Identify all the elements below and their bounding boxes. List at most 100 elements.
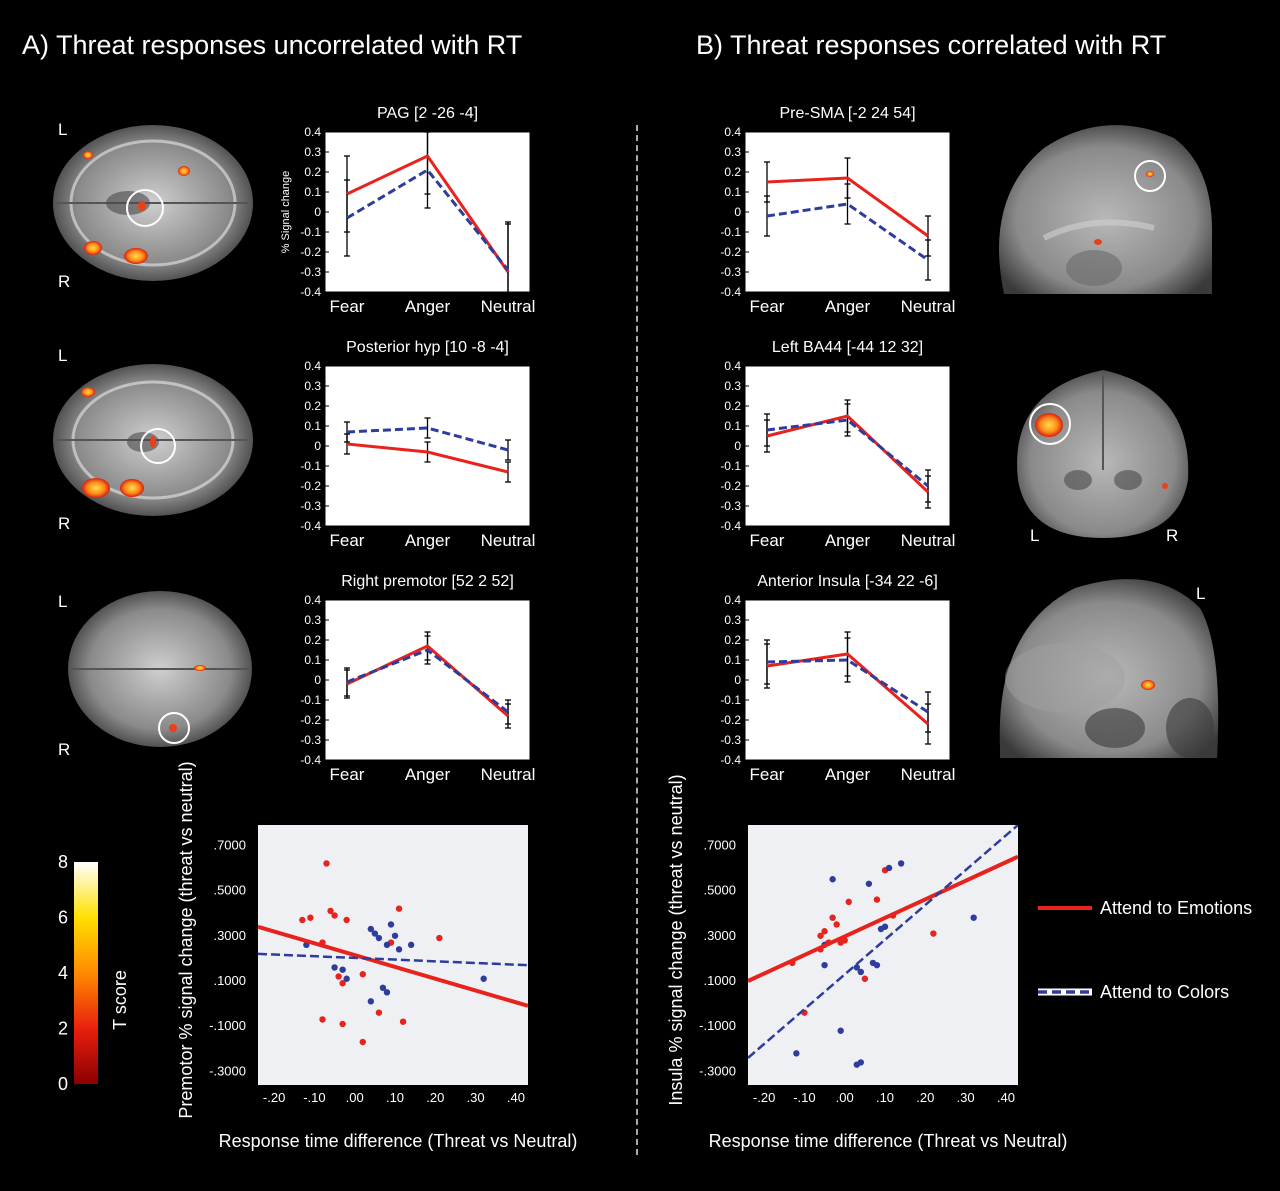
- x-tick-label: Fear: [750, 297, 785, 316]
- y-tick-label: -0.3: [300, 733, 321, 747]
- point-emotions: [339, 1020, 346, 1028]
- y-tick-label: 0.1: [724, 653, 741, 667]
- x-tick-label: .30: [467, 1090, 485, 1105]
- point-colors: [480, 975, 487, 982]
- y-tick-label: -0.2: [720, 713, 741, 727]
- y-tick-label: .3000: [703, 928, 736, 943]
- point-colors: [339, 966, 346, 973]
- x-tick-label: Fear: [750, 531, 785, 550]
- x-tick-label: .10: [876, 1090, 894, 1105]
- brain-b2-label-right: R: [1166, 526, 1179, 545]
- scatter-insula: .7000 .5000 .3000 .1000 -.1000 -.3000 -.20 -.10…: [666, 774, 1067, 1151]
- brain-a2-label-bottom: R: [58, 514, 71, 533]
- x-tick-label: .40: [507, 1090, 525, 1105]
- x-tick-label: Anger: [825, 297, 871, 316]
- point-emotions: [299, 916, 306, 924]
- y-tick-label: 0.3: [724, 379, 741, 393]
- x-axis-label: Response time difference (Threat vs Neut…: [219, 1131, 578, 1151]
- y-tick-label: -0.1: [720, 225, 741, 239]
- y-tick-label: -0.4: [300, 753, 321, 767]
- point-colors: [837, 1027, 844, 1034]
- point-emotions: [307, 914, 314, 921]
- x-tick-label: Anger: [825, 531, 871, 550]
- brain-b3-label-top: L: [1196, 584, 1206, 603]
- point-colors: [343, 975, 350, 982]
- point-colors: [873, 961, 881, 969]
- y-tick-label: 0.1: [304, 419, 321, 433]
- point-emotions: [335, 973, 342, 980]
- point-colors: [367, 998, 375, 1005]
- y-tick-label: -0.2: [300, 479, 321, 493]
- y-axis-label: Insula % signal change (threat vs neutra…: [666, 774, 686, 1105]
- y-tick-label: -0.2: [300, 713, 321, 727]
- point-emotions: [359, 971, 366, 978]
- y-tick-label: 0: [734, 673, 741, 687]
- colorbar-tick-label: 0: [58, 1074, 68, 1094]
- fit-line-emotions: [748, 854, 1018, 983]
- brain-slice-pag: [53, 125, 253, 281]
- point-colors: [793, 1050, 800, 1057]
- y-tick-label: 0.2: [724, 633, 741, 647]
- y-tick-label: .5000: [703, 883, 736, 898]
- point-colors: [885, 864, 893, 872]
- brain-b2-label-left: L: [1030, 526, 1040, 545]
- x-tick-label: Neutral: [901, 765, 956, 784]
- chart-title: Pre-SMA [-2 24 54]: [779, 105, 915, 122]
- series-line-colors: [766, 202, 929, 262]
- x-tick-label: .00: [346, 1090, 364, 1105]
- plot-area: [324, 599, 531, 761]
- series-line-emotions: [346, 154, 510, 273]
- point-emotions: [331, 912, 338, 919]
- point-colors: [857, 968, 865, 976]
- y-tick-label: -0.3: [300, 265, 321, 279]
- chart-anterior-insula: Anterior Insula [-34 22 -6] 0.4 0.3 0.2 0.1 0…: [720, 573, 956, 784]
- point-colors: [821, 961, 828, 969]
- point-colors: [379, 984, 387, 991]
- point-emotions: [395, 905, 403, 912]
- chart-title: Left BA44 [-44 12 32]: [772, 339, 923, 356]
- point-colors: [387, 921, 395, 928]
- y-tick-label: -.1000: [699, 1018, 736, 1033]
- series-line-colors: [766, 658, 929, 714]
- point-colors: [395, 946, 403, 953]
- point-emotions: [817, 932, 824, 939]
- fit-line-emotions: [258, 924, 528, 1008]
- point-emotions: [930, 930, 937, 937]
- brain-a2-label-top: L: [58, 346, 68, 365]
- y-tick-label: 0: [314, 439, 321, 453]
- point-emotions: [343, 916, 350, 924]
- y-tick-label: -0.4: [300, 519, 321, 533]
- x-tick-label: .30: [957, 1090, 975, 1105]
- brain-slice-right-premotor: [68, 591, 252, 747]
- x-tick-label: Neutral: [901, 297, 956, 316]
- point-colors: [970, 914, 977, 921]
- point-emotions: [829, 914, 836, 921]
- y-tick-label: 0: [314, 205, 321, 219]
- point-emotions: [327, 907, 334, 915]
- x-tick-label: Neutral: [901, 531, 956, 550]
- chart-title: Right premotor [52 2 52]: [341, 573, 514, 590]
- point-colors: [331, 964, 338, 971]
- y-tick-label: 0.1: [724, 185, 741, 199]
- colorbar-tick-label: 2: [58, 1019, 68, 1039]
- brain-slice-pre-sma: [999, 125, 1213, 294]
- y-tick-label: -.1000: [209, 1018, 246, 1033]
- panel-a-title: A) Threat responses uncorrelated with RT: [22, 30, 523, 60]
- y-tick-label: 0.4: [724, 593, 741, 607]
- y-tick-label: 0.3: [724, 613, 741, 627]
- y-tick-label: -0.4: [720, 753, 741, 767]
- y-tick-label: -0.1: [720, 693, 741, 707]
- y-tick-label: 0.1: [304, 185, 321, 199]
- chart-posterior-hyp: Posterior hyp [10 -8 -4] 0.4 0.3 0.2 0.1 0 -0.…: [300, 339, 535, 550]
- x-tick-label: Anger: [405, 765, 451, 784]
- y-tick-label: 0.4: [724, 125, 741, 139]
- y-tick-label: -0.4: [720, 519, 741, 533]
- plot-area: [748, 825, 1018, 1085]
- y-tick-label: 0.1: [304, 653, 321, 667]
- series-line-colors: [766, 418, 929, 488]
- x-tick-label: Anger: [405, 531, 451, 550]
- x-tick-label: Neutral: [481, 765, 536, 784]
- chart-pre-sma: Pre-SMA [-2 24 54] 0.4 0.3 0.2 0.1 0 -0.1 -0.2 -…: [720, 105, 956, 316]
- chart-title: Posterior hyp [10 -8 -4]: [346, 339, 509, 356]
- fit-line-colors: [258, 952, 528, 967]
